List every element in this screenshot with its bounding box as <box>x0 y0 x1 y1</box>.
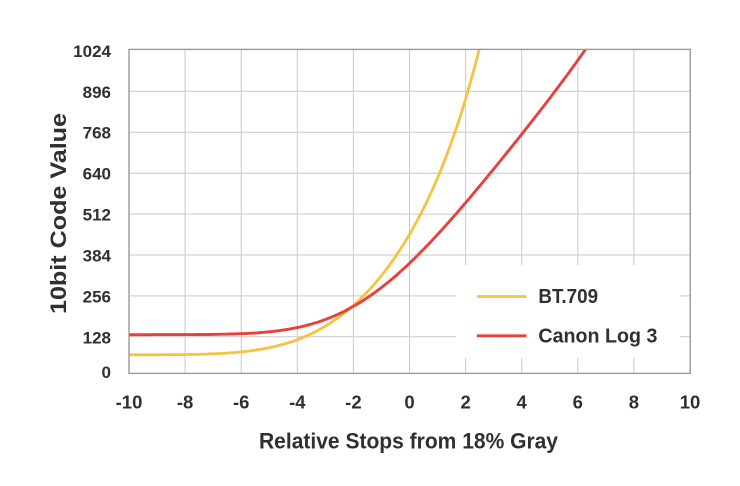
svg-text:512: 512 <box>83 206 111 225</box>
svg-text:896: 896 <box>83 83 111 102</box>
svg-text:-4: -4 <box>289 391 306 412</box>
svg-text:128: 128 <box>83 328 111 347</box>
svg-text:384: 384 <box>83 247 112 266</box>
svg-text:-10: -10 <box>116 391 143 412</box>
svg-text:640: 640 <box>83 165 111 184</box>
svg-text:BT.709: BT.709 <box>538 286 598 308</box>
svg-text:1024: 1024 <box>73 42 111 61</box>
svg-text:10bit Code Value: 10bit Code Value <box>46 113 71 314</box>
svg-text:Relative Stops from 18% Gray: Relative Stops from 18% Gray <box>259 429 559 454</box>
svg-text:-8: -8 <box>177 391 193 412</box>
svg-text:768: 768 <box>83 124 111 143</box>
svg-text:-6: -6 <box>233 391 249 412</box>
svg-text:0: 0 <box>404 391 414 412</box>
svg-text:0: 0 <box>102 363 111 382</box>
svg-text:-2: -2 <box>345 391 361 412</box>
svg-text:8: 8 <box>629 391 639 412</box>
svg-text:6: 6 <box>573 391 583 412</box>
svg-text:4: 4 <box>517 391 528 412</box>
svg-text:2: 2 <box>460 391 470 412</box>
svg-text:256: 256 <box>83 287 111 306</box>
svg-text:Canon Log 3: Canon Log 3 <box>538 325 657 347</box>
svg-text:10: 10 <box>680 391 701 412</box>
